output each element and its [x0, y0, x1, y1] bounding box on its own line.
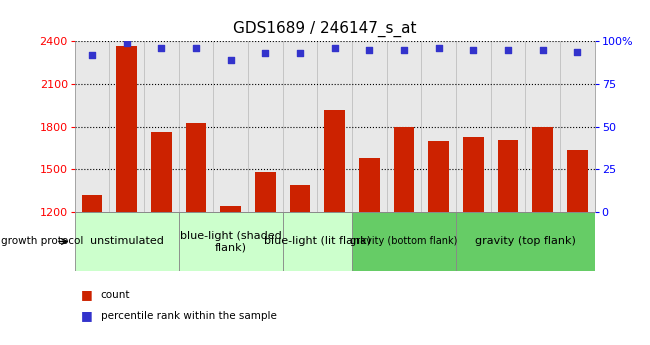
Bar	[456, 212, 595, 271]
Bar	[498, 140, 519, 212]
Point	[434, 46, 444, 51]
Point	[538, 47, 548, 53]
Text: blue-light (lit flank): blue-light (lit flank)	[264, 237, 371, 246]
Point	[260, 51, 270, 56]
Text: gravity (top flank): gravity (top flank)	[475, 237, 576, 246]
Bar	[186, 122, 207, 212]
Bar	[283, 212, 352, 271]
Point	[226, 57, 236, 63]
Bar	[75, 212, 179, 271]
Bar	[359, 158, 380, 212]
Text: unstimulated: unstimulated	[90, 237, 164, 246]
Point	[122, 40, 132, 46]
Text: growth protocol: growth protocol	[1, 237, 84, 246]
Text: ■: ■	[81, 288, 93, 302]
Text: gravity (bottom flank): gravity (bottom flank)	[350, 237, 458, 246]
Bar	[179, 212, 283, 271]
Bar	[463, 137, 484, 212]
Bar	[428, 141, 449, 212]
Point	[399, 47, 410, 53]
Point	[295, 51, 306, 56]
Bar	[394, 127, 415, 212]
Bar	[324, 110, 345, 212]
Point	[330, 46, 340, 51]
Text: percentile rank within the sample: percentile rank within the sample	[101, 311, 277, 321]
Point	[364, 47, 374, 53]
Bar	[151, 132, 172, 212]
Point	[87, 52, 98, 58]
Point	[156, 46, 166, 51]
Bar	[255, 172, 276, 212]
Bar	[567, 149, 588, 212]
Bar	[116, 46, 137, 212]
Point	[191, 46, 202, 51]
Bar	[532, 127, 553, 212]
Point	[572, 49, 582, 55]
Bar	[220, 206, 241, 212]
Bar	[82, 195, 103, 212]
Bar	[352, 212, 456, 271]
Text: ■: ■	[81, 309, 93, 322]
Text: blue-light (shaded
flank): blue-light (shaded flank)	[180, 231, 281, 252]
Text: GDS1689 / 246147_s_at: GDS1689 / 246147_s_at	[233, 21, 417, 37]
Point	[503, 47, 514, 53]
Text: count: count	[101, 290, 130, 300]
Bar	[290, 185, 311, 212]
Point	[468, 47, 478, 53]
